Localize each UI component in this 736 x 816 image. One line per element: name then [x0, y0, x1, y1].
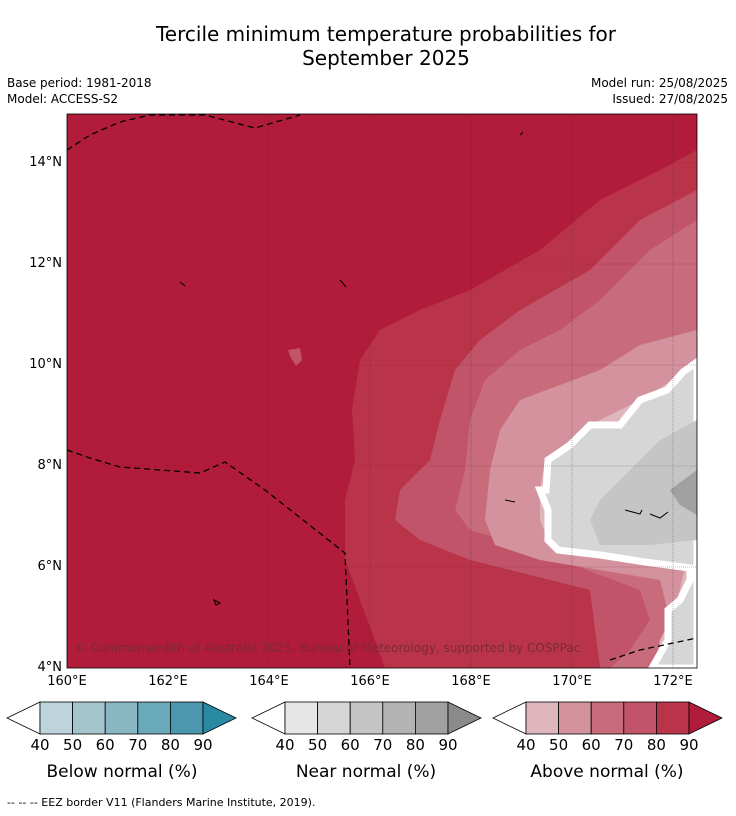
map-fill [67, 114, 697, 668]
lon-tick-166: 166°E [350, 674, 390, 689]
lon-tick-170: 170°E [552, 674, 592, 689]
below-colorbar-segment [137, 701, 171, 735]
above-colorbar-segment [623, 701, 657, 735]
lat-tick-4: 4°N [37, 660, 63, 675]
below-colorbar-segment [104, 701, 139, 735]
near-normal-title: Near normal (%) [295, 762, 437, 782]
near-colorbar-over-arrow [447, 701, 482, 735]
near-colorbar-label: 70 [373, 736, 393, 754]
base-period: Base period: 1981-2018 [7, 76, 152, 90]
near-colorbar-segment [317, 701, 351, 735]
near-colorbar-under-arrow [251, 701, 286, 735]
below-colorbar-label: 60 [95, 736, 115, 754]
below-normal-title: Below normal (%) [46, 762, 198, 782]
map-title: Tercile minimum temperature probabilitie… [0, 22, 736, 70]
below-colorbar-under-arrow [6, 701, 41, 735]
near-colorbar-label: 40 [275, 736, 295, 754]
below-colorbar-segment [39, 701, 73, 735]
near-50-region [670, 470, 697, 515]
small-patch [288, 348, 302, 366]
lat-tick-6: 6°N [37, 559, 63, 574]
graticule [67, 114, 697, 668]
above-colorbar-label: 70 [614, 736, 634, 754]
below-colorbar-label: 80 [160, 736, 180, 754]
lon-tick-168: 168°E [451, 674, 491, 689]
lon-tick-172: 172°E [653, 674, 693, 689]
below-colorbar-label: 40 [30, 736, 50, 754]
lat-tick-8: 8°N [37, 458, 63, 473]
below-colorbar-label: 90 [193, 736, 213, 754]
near-colorbar-label: 90 [438, 736, 458, 754]
eez-footnote: -- -- -- EEZ border V11 (Flanders Marine… [7, 796, 316, 809]
above-colorbar-label: 90 [679, 736, 699, 754]
below-colorbar-segment [72, 701, 106, 735]
colorbars [6, 701, 723, 735]
near-colorbar-segment [382, 701, 416, 735]
above-colorbar-label: 80 [646, 736, 666, 754]
model-name: Model: ACCESS-S2 [7, 92, 119, 106]
near-colorbar-label: 60 [340, 736, 360, 754]
lat-tick-14: 14°N [29, 155, 62, 170]
eez-borders [66, 114, 698, 669]
meta-right: Model run: 25/08/2025 Issued: 27/08/2025 [591, 75, 728, 107]
above-colorbar-under-arrow [492, 701, 527, 735]
below-colorbar-over-arrow [202, 701, 237, 735]
near-colorbar-segment [414, 701, 449, 735]
meta-left: Base period: 1981-2018 Model: ACCESS-S2 [7, 75, 152, 107]
near-colorbar-label: 50 [308, 736, 328, 754]
near-colorbar-segment [284, 701, 318, 735]
lon-tick-162: 162°E [148, 674, 188, 689]
above-colorbar-over-arrow [688, 701, 723, 735]
islands [179, 131, 669, 606]
above-colorbar-label: 40 [516, 736, 536, 754]
below-colorbar-label: 70 [128, 736, 148, 754]
near-colorbar-segment [349, 701, 384, 735]
above-colorbar-segment [525, 701, 559, 735]
title-line-2: September 2025 [302, 46, 470, 70]
above-colorbar-segment [590, 701, 625, 735]
lon-tick-160: 160°E [47, 674, 87, 689]
below-colorbar-segment [169, 701, 204, 735]
model-run: Model run: 25/08/2025 [590, 76, 728, 90]
issued-date: Issued: 27/08/2025 [612, 92, 728, 106]
lon-tick-164: 164°E [249, 674, 289, 689]
copyright-notice: © Commonwealth of Australia 2025, Bureau… [75, 641, 581, 655]
above-colorbar-segment [656, 701, 690, 735]
above-colorbar-label: 60 [581, 736, 601, 754]
above-colorbar-label: 50 [549, 736, 569, 754]
lat-tick-10: 10°N [29, 357, 62, 372]
below-colorbar-label: 50 [63, 736, 83, 754]
above-normal-title: Above normal (%) [530, 762, 684, 782]
near-40-region [590, 420, 697, 545]
title-line-1: Tercile minimum temperature probabilitie… [155, 22, 617, 46]
lat-tick-12: 12°N [29, 256, 62, 271]
map-frame [66, 113, 698, 669]
near-colorbar-label: 80 [405, 736, 425, 754]
above-colorbar-segment [558, 701, 592, 735]
